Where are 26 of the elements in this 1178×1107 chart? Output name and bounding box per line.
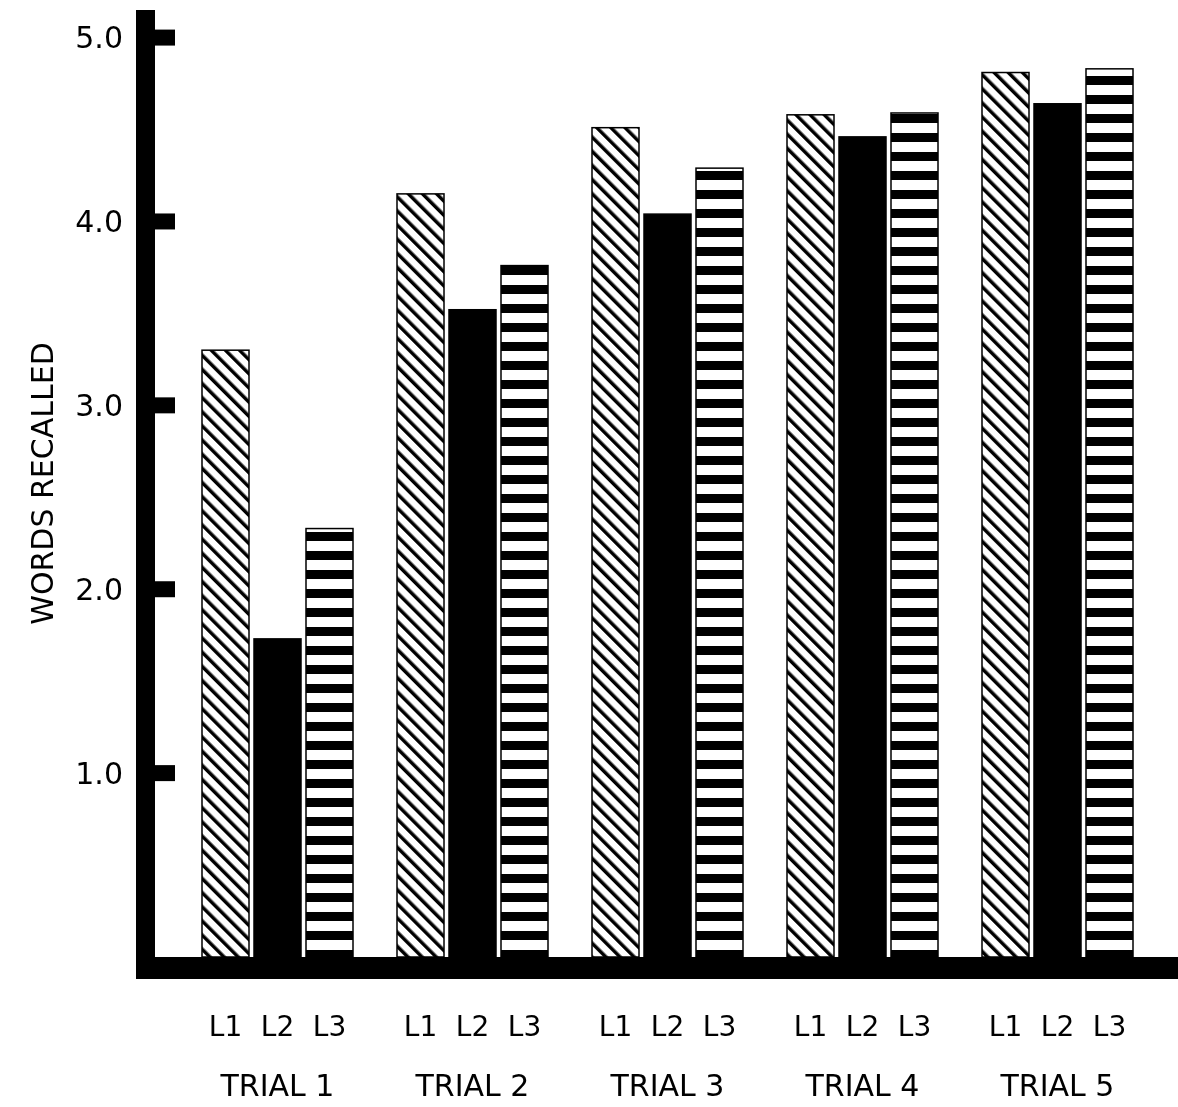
text: L3	[897, 1010, 932, 1043]
text: L3	[702, 1010, 737, 1043]
text: L1	[403, 1010, 438, 1043]
text: L2	[1040, 1010, 1075, 1043]
y-axis-title: WORDS RECALLED	[24, 342, 60, 625]
text: L2	[650, 1010, 685, 1043]
y-tick-label: 3.0	[75, 387, 123, 423]
text: L3	[507, 1010, 542, 1043]
y-tick-label: 4.0	[75, 203, 123, 239]
text: L1	[598, 1010, 633, 1043]
series-label: L2	[260, 1010, 295, 1043]
text: L1	[793, 1010, 828, 1043]
text: L1	[988, 1010, 1023, 1043]
x-tick-label: TRIAL 3	[609, 1068, 725, 1103]
series-label: L3	[312, 1010, 347, 1043]
y-tick-label: 2.0	[75, 571, 123, 607]
series-label: L1	[208, 1010, 243, 1043]
y-tick-label: 1.0	[75, 755, 123, 791]
y-tick-label: 5.0	[75, 20, 123, 56]
x-tick-label: TRIAL 1	[219, 1068, 335, 1103]
text: L2	[845, 1010, 880, 1043]
x-tick-label: TRIAL 5	[999, 1068, 1115, 1103]
text: L2	[455, 1010, 490, 1043]
text: L3	[1092, 1010, 1127, 1043]
x-tick-label: TRIAL 2	[414, 1068, 530, 1103]
x-tick-label: TRIAL 4	[804, 1068, 920, 1103]
